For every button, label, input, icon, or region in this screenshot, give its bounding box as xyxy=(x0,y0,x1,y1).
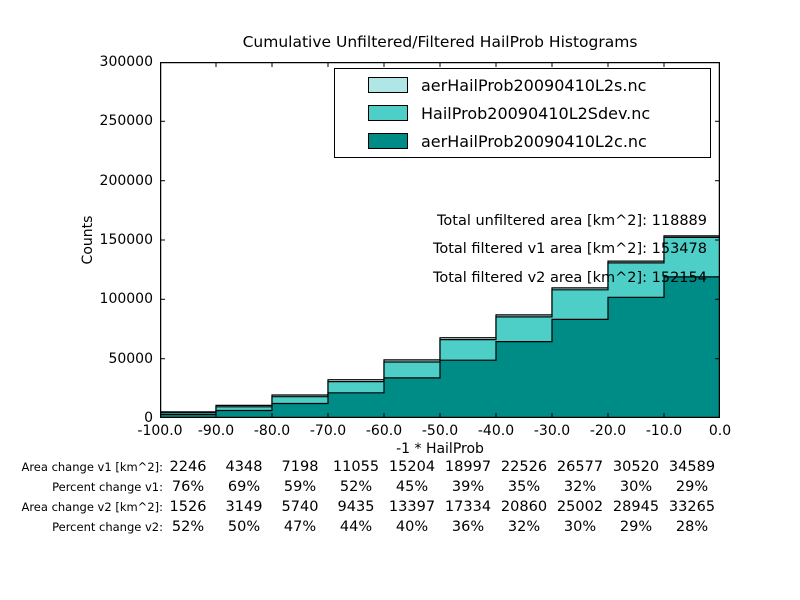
table-row-label: Percent change v1: xyxy=(52,480,163,494)
annotation-total-filtered-v1: Total filtered v1 area [km^2]: 153478 xyxy=(432,241,707,257)
legend-item: aerHailProb20090410L2c.nc xyxy=(368,127,710,155)
table-cell: 30% xyxy=(619,479,653,495)
x-tick-label: -60.0 xyxy=(365,423,403,439)
table-cell: 4348 xyxy=(225,459,263,475)
table-cell: 1526 xyxy=(169,499,207,515)
legend-item-label: aerHailProb20090410L2c.nc xyxy=(421,131,647,151)
x-tick-label: -50.0 xyxy=(421,423,459,439)
table-row-label: Percent change v2: xyxy=(52,520,163,534)
x-tick-label: -30.0 xyxy=(533,423,571,439)
table-cell: 50% xyxy=(227,519,261,535)
x-tick-label: -80.0 xyxy=(253,423,291,439)
x-tick-label: -40.0 xyxy=(477,423,515,439)
table-cell: 7198 xyxy=(281,459,319,475)
table-cell: 30% xyxy=(563,519,597,535)
table-cell: 40% xyxy=(395,519,429,535)
legend-item: aerHailProb20090410L2s.nc xyxy=(368,71,710,99)
table-cell: 5740 xyxy=(281,499,319,515)
table-cell: 28% xyxy=(675,519,709,535)
table-row-label: Area change v1 [km^2]: xyxy=(21,460,163,474)
table-cell: 26577 xyxy=(556,459,604,475)
y-tick-label: 100000 xyxy=(99,291,153,308)
table-cell: 2246 xyxy=(169,459,207,475)
table-cell: 35% xyxy=(507,479,541,495)
table-cell: 9435 xyxy=(337,499,375,515)
table-cell: 3149 xyxy=(225,499,263,515)
x-axis-label: -1 * HailProb xyxy=(396,441,484,457)
table-cell: 13397 xyxy=(388,499,436,515)
table-cell: 18997 xyxy=(444,459,492,475)
y-tick-label: 200000 xyxy=(99,172,153,189)
y-tick-label: 0 xyxy=(144,410,153,426)
y-tick-label: 300000 xyxy=(99,54,153,70)
y-tick-label: 150000 xyxy=(99,232,153,248)
table-cell: 17334 xyxy=(444,499,492,515)
table-cell: 52% xyxy=(171,519,205,535)
table-cell: 22526 xyxy=(500,459,548,475)
table-cell: 29% xyxy=(675,479,709,495)
x-tick-label: -70.0 xyxy=(309,423,347,439)
legend-swatch-icon xyxy=(368,133,408,149)
histogram-plot xyxy=(160,62,720,418)
table-cell: 11055 xyxy=(332,459,380,475)
legend-item: HailProb20090410L2Sdev.nc xyxy=(368,99,710,127)
table-cell: 25002 xyxy=(556,499,604,515)
legend-swatch-icon xyxy=(368,105,408,121)
legend-item-label: HailProb20090410L2Sdev.nc xyxy=(421,103,651,123)
legend: aerHailProb20090410L2s.nc HailProb200904… xyxy=(334,68,711,158)
x-tick-label: -10.0 xyxy=(645,423,683,439)
table-cell: 44% xyxy=(339,519,373,535)
y-tick-label: 250000 xyxy=(99,113,153,130)
y-tick-label: 50000 xyxy=(108,350,153,367)
table-cell: 52% xyxy=(339,479,373,495)
table-cell: 39% xyxy=(451,479,485,495)
legend-swatch-icon xyxy=(368,77,408,93)
table-cell: 30520 xyxy=(612,459,660,475)
x-tick-label: -90.0 xyxy=(197,423,235,439)
table-cell: 76% xyxy=(171,479,205,495)
annotation-total-unfiltered: Total unfiltered area [km^2]: 118889 xyxy=(437,213,707,229)
table-cell: 28945 xyxy=(612,499,660,515)
table-cell: 36% xyxy=(451,519,485,535)
x-tick-label: 0.0 xyxy=(708,423,732,439)
chart-title: Cumulative Unfiltered/Filtered HailProb … xyxy=(242,33,638,51)
legend-item-label: aerHailProb20090410L2s.nc xyxy=(421,75,647,95)
table-cell: 45% xyxy=(395,479,429,495)
annotation-total-filtered-v2: Total filtered v2 area [km^2]: 152154 xyxy=(432,270,707,286)
table-cell: 15204 xyxy=(388,459,436,475)
table-cell: 34589 xyxy=(668,459,716,475)
table-cell: 20860 xyxy=(500,499,548,515)
x-tick-label: -20.0 xyxy=(589,423,627,439)
table-cell: 32% xyxy=(563,479,597,495)
table-cell: 32% xyxy=(507,519,541,535)
table-row-label: Area change v2 [km^2]: xyxy=(21,500,163,514)
table-cell: 59% xyxy=(283,479,317,495)
table-cell: 29% xyxy=(619,519,653,535)
table-cell: 33265 xyxy=(668,499,716,515)
table-cell: 69% xyxy=(227,479,261,495)
x-tick-label: -100.0 xyxy=(137,423,183,439)
table-cell: 47% xyxy=(283,519,317,535)
